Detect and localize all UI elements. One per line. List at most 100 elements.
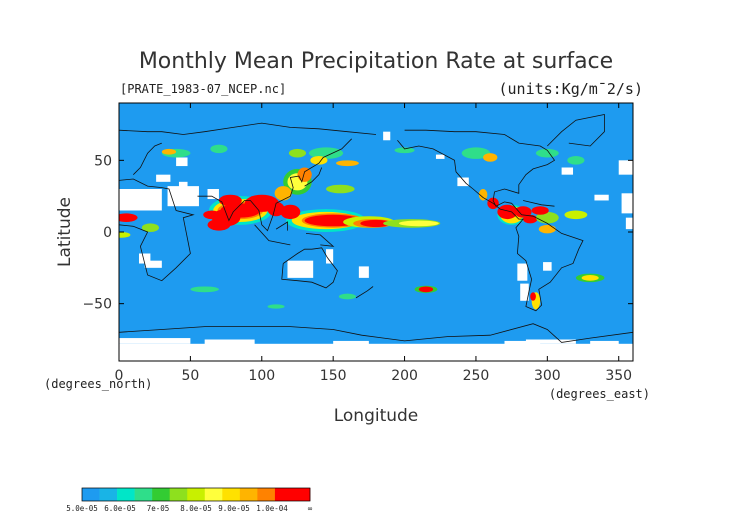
no-data-patch (517, 263, 528, 281)
no-data-patch (543, 262, 552, 271)
precipitation-cell (360, 219, 392, 227)
coastline (547, 114, 605, 147)
colorbar-label: 9.0e-05 (218, 504, 250, 513)
precipitation-cell (418, 286, 434, 293)
precipitation-cell (535, 148, 559, 158)
no-data-patch (561, 167, 574, 175)
chart-subtitle-file: [PRATE_1983-07_NCEP.nc] (120, 82, 286, 96)
coastlines (119, 114, 633, 343)
coastline (119, 323, 633, 343)
precipitation-cell (267, 201, 285, 217)
coastline (254, 224, 291, 246)
precipitation-cell (514, 206, 532, 218)
colorbar-swatch (274, 488, 293, 501)
no-data-patch (156, 174, 171, 182)
no-data-patch (119, 189, 162, 211)
x-tick-label: 350 (605, 368, 632, 384)
coastline (305, 233, 335, 247)
chart-units: (units:Kg/m¯2/s) (499, 80, 644, 98)
precipitation-cell (267, 304, 285, 309)
no-data-patch (625, 217, 633, 230)
precipitation-cell (207, 219, 231, 231)
precipitation-cell (581, 275, 599, 281)
precipitation-cell (274, 186, 292, 201)
colorbar: 5.0e-05 6.0e-05 7e-05 8.0e-05 9.0e-05 1.0e-04… (66, 487, 313, 513)
colorbar-swatch (152, 488, 170, 501)
precipitation-cell (280, 204, 301, 220)
x-axis: 0 50 100 150 200 250 300 350 (115, 103, 632, 384)
coastline (355, 286, 374, 299)
colorbar-swatch (82, 488, 100, 501)
precipitation-cell (530, 292, 536, 301)
precipitation-cell (394, 147, 415, 154)
no-data-patch (293, 263, 305, 275)
coastline (523, 200, 555, 207)
x-tick-label: 150 (320, 368, 347, 384)
coastline (304, 167, 323, 187)
precipitation-field (119, 131, 633, 361)
no-data-patch (207, 189, 219, 200)
coastline (119, 178, 195, 282)
precipitation-cell (497, 204, 518, 220)
colorbar-swatch (187, 488, 206, 501)
precipitation-cell (336, 160, 359, 167)
precipitation-cell (190, 286, 219, 293)
no-data-patch (435, 154, 445, 159)
no-data-patch (590, 340, 619, 346)
x-axis-unit: (degrees_east) (549, 387, 650, 401)
precipitation-cell (564, 210, 588, 220)
precipitation-cell (338, 293, 357, 300)
colorbar-label: ∞ (308, 504, 313, 513)
precipitation-background (119, 103, 633, 361)
map-plot-area (119, 103, 633, 361)
no-data-patch (119, 338, 191, 344)
no-data-patch (119, 343, 633, 361)
no-data-patch (525, 339, 576, 344)
precipitation-cell (308, 147, 344, 159)
colorbar-label: 8.0e-05 (180, 504, 212, 513)
no-data-patch (520, 283, 529, 301)
precipitation-cell (461, 147, 491, 159)
y-tick-label: 50 (94, 153, 112, 169)
precipitation-cell (567, 156, 585, 165)
precipitation-cell (483, 153, 498, 162)
colorbar-swatch (117, 488, 135, 501)
no-data-patch (178, 181, 188, 201)
colorbar-swatch (99, 488, 118, 501)
no-data-patch (618, 160, 633, 175)
precipitation-cell (119, 232, 131, 238)
y-tick-label: 0 (103, 225, 112, 241)
colorbar-label: 1.0e-04 (256, 504, 288, 513)
y-tick-label: −50 (82, 297, 112, 313)
precipitation-cell (297, 167, 312, 182)
precipitation-cell (326, 184, 355, 194)
no-data-patch (383, 131, 391, 141)
y-axis: 50 0 −50 (82, 153, 633, 313)
colorbar-swatch (204, 488, 223, 501)
colorbar-swatch (169, 488, 188, 501)
colorbar-swatch (292, 488, 311, 501)
x-tick-label: 250 (463, 368, 490, 384)
x-tick-label: 300 (534, 368, 561, 384)
no-data-patch (621, 193, 633, 214)
precipitation-cell (288, 148, 307, 158)
precipitation-cell (141, 223, 159, 232)
precipitation-cell (398, 220, 439, 227)
coastline (281, 247, 338, 289)
coastline (397, 129, 584, 312)
chart-title: Monthly Mean Precipitation Rate at surfa… (139, 49, 613, 74)
x-tick-label: 100 (248, 368, 275, 384)
y-axis-label: Latitude (55, 197, 75, 267)
precipitation-cell (531, 206, 549, 215)
x-tick-label: 0 (115, 368, 124, 384)
x-tick-label: 200 (391, 368, 418, 384)
coastline (197, 138, 352, 232)
no-data-patch (457, 177, 469, 187)
no-data-patch (594, 194, 609, 201)
colorbar-swatch (222, 488, 241, 501)
precipitation-cell (478, 189, 488, 201)
colorbar-label: 7e-05 (147, 504, 170, 513)
precipitation-cell (218, 194, 242, 207)
no-data-patch (504, 340, 541, 347)
colorbar-swatch (134, 488, 153, 501)
